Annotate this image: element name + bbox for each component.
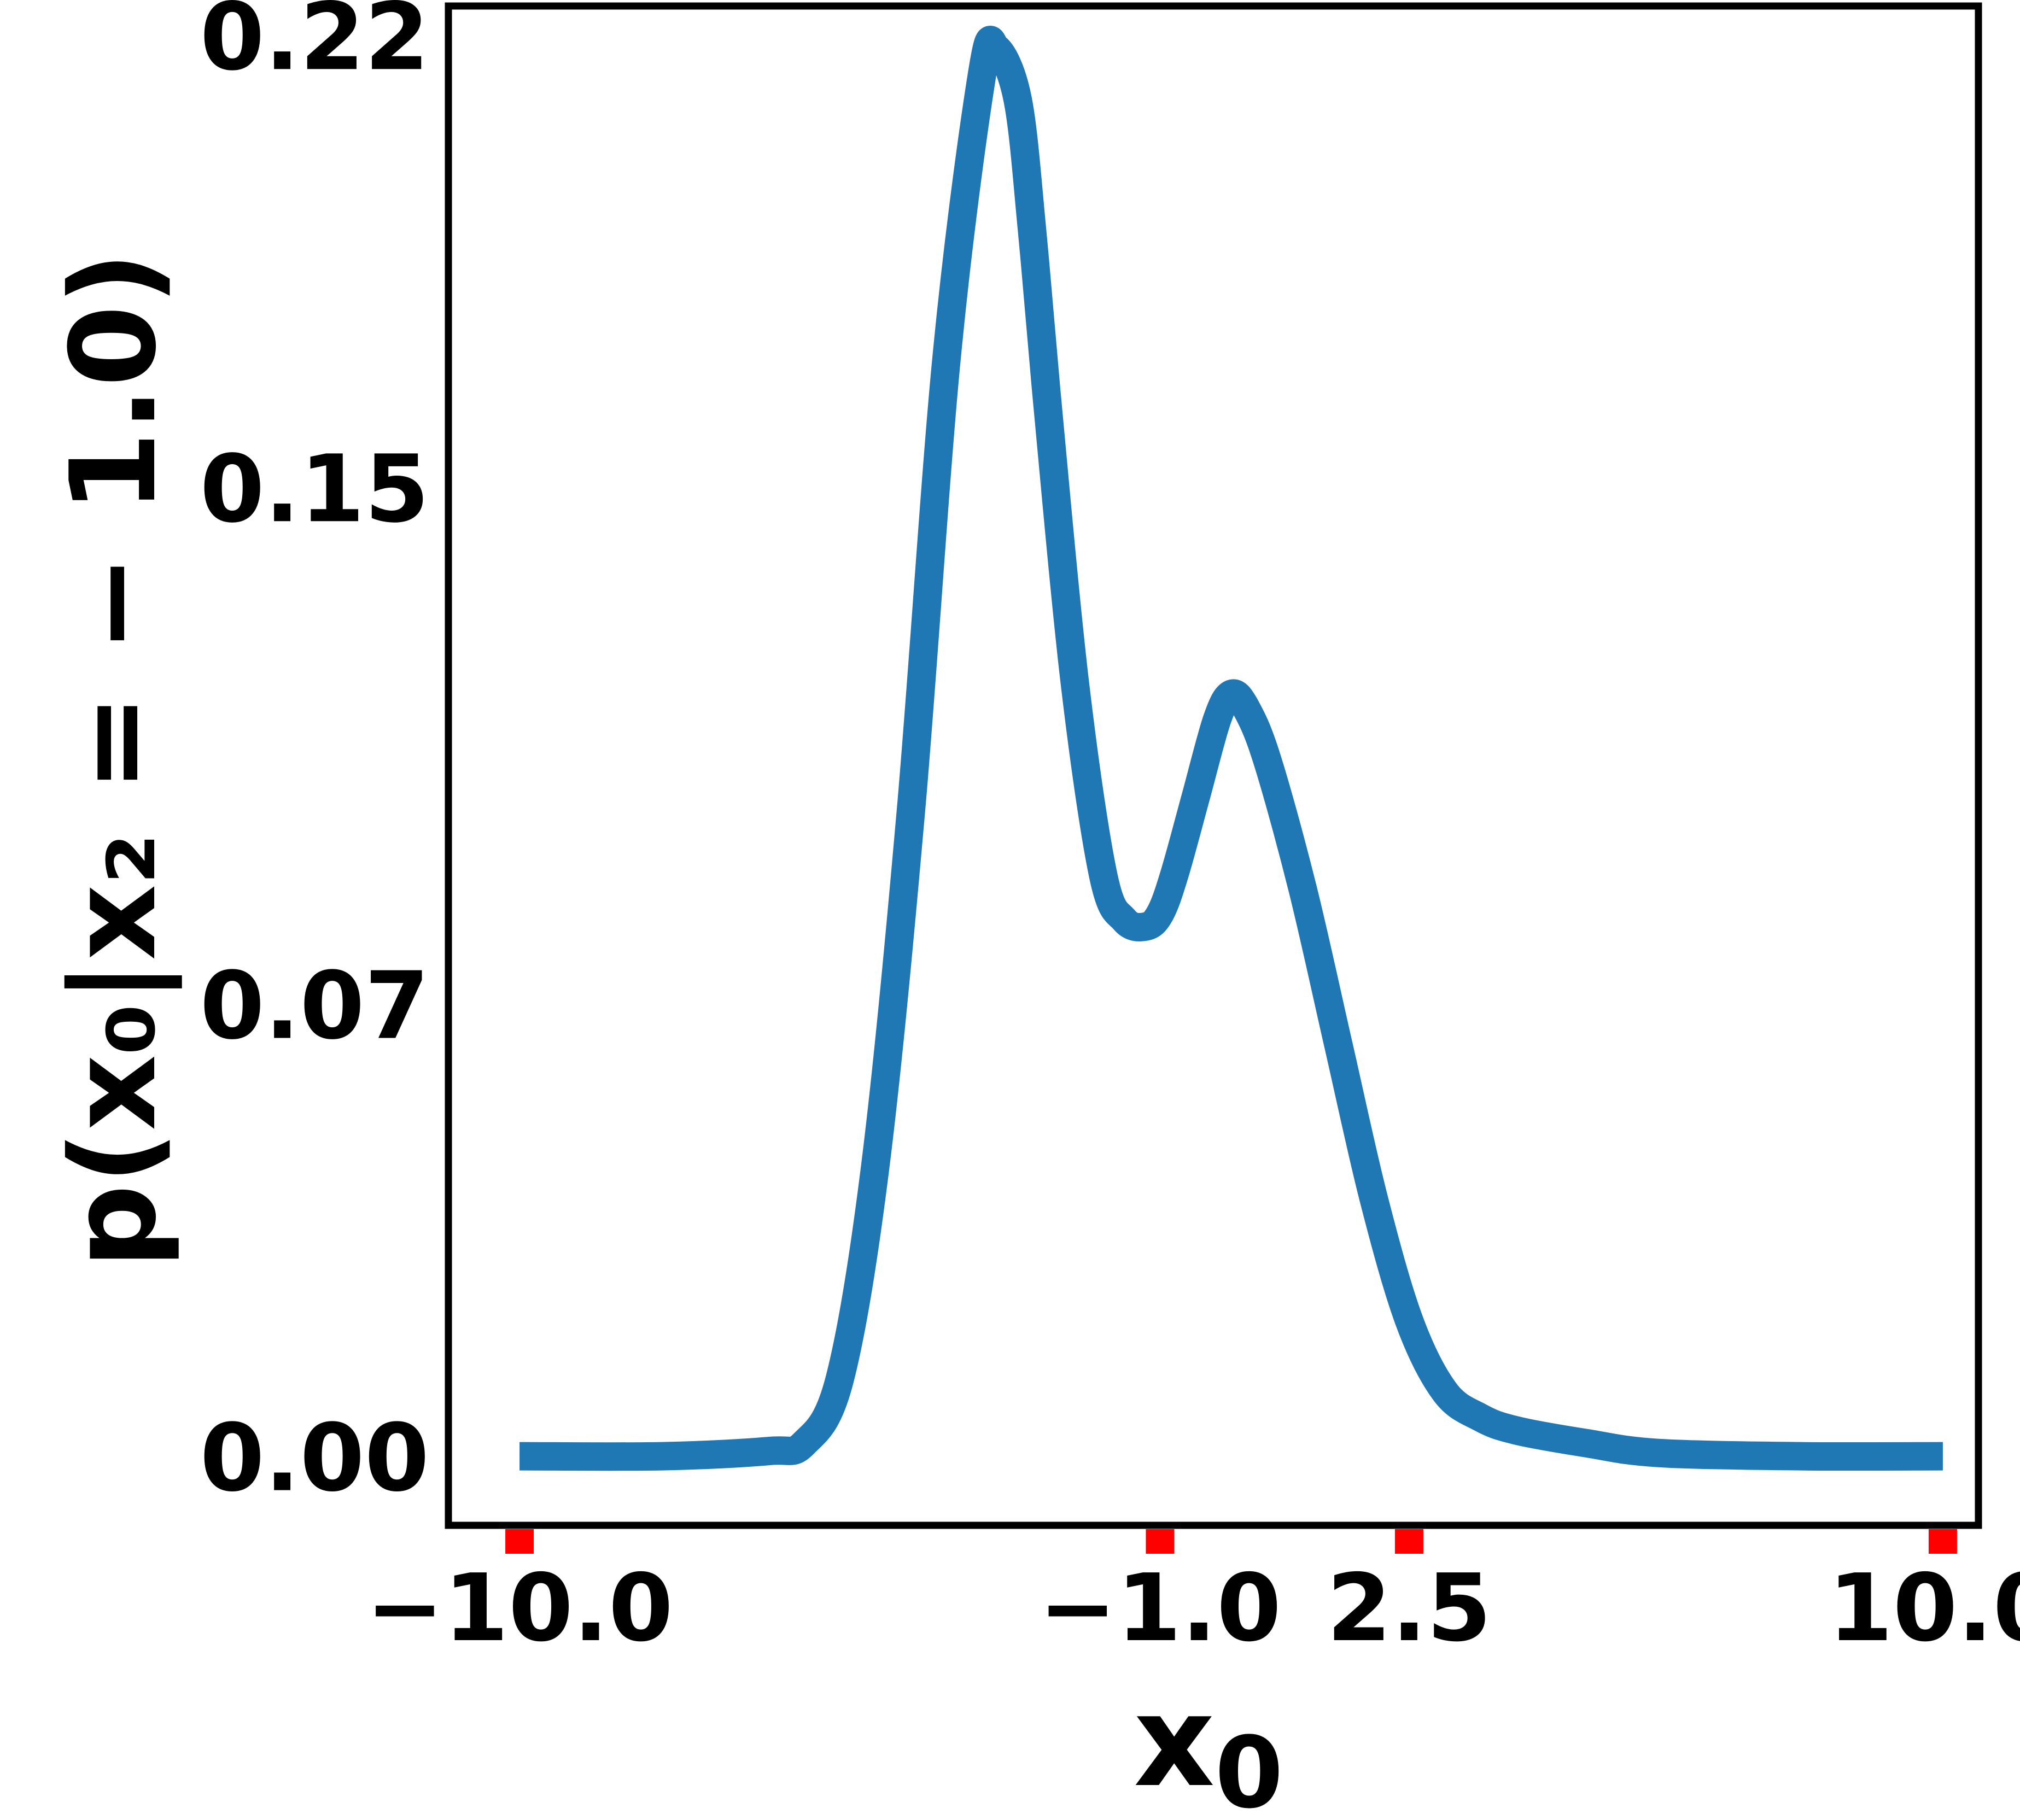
x-tick-label: 10.0 <box>1828 1554 2020 1663</box>
x-tick-mark <box>1146 1529 1175 1554</box>
y-tick-label: 0.07 <box>200 952 429 1061</box>
series-layer <box>519 26 1943 1471</box>
x-axis-label-main: x <box>1134 1669 1215 1815</box>
y-tick-label: 0.15 <box>200 435 429 543</box>
y-tick-layer: 0.00 0.07 0.15 0.22 <box>200 0 429 1513</box>
x-tick-mark <box>1394 1529 1423 1554</box>
y-axis-label: p(x₀|x₂ = − 1.0) <box>45 251 182 1268</box>
y-tick-label: 0.22 <box>200 0 429 91</box>
x-tick-label: −10.0 <box>366 1554 673 1663</box>
x-tick-mark <box>505 1529 534 1554</box>
plot-frame <box>445 2 1982 1529</box>
x-tick-label: 2.5 <box>1327 1554 1491 1663</box>
x-tick-label: −1.0 <box>1039 1554 1282 1663</box>
x-axis-label-subscript: 0 <box>1215 1716 1283 1820</box>
x-tick-mark <box>1928 1529 1957 1554</box>
x-tick-layer: −10.0 −1.0 2.5 10.0 <box>366 1529 2020 1663</box>
y-tick-label: 0.00 <box>200 1404 429 1513</box>
series-line-0 <box>519 26 1943 1471</box>
x-axis-label: x0 <box>1134 1669 1283 1820</box>
